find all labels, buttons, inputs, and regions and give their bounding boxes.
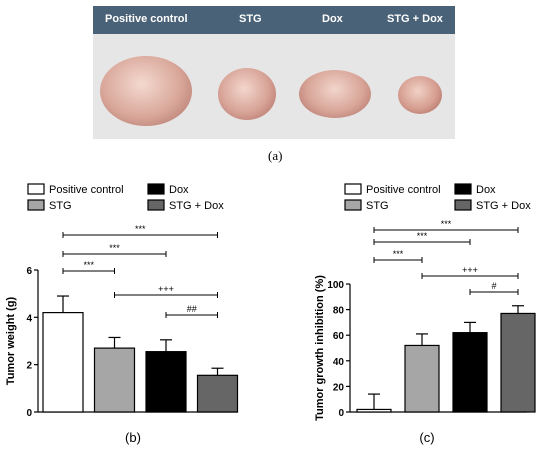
significance-label: *** [109,243,120,253]
tumor-sample-positive-control [100,56,192,126]
bar [145,351,187,413]
significance-label: *** [83,260,94,270]
bar [42,312,84,413]
photo-header-stg-dox: STG + Dox [387,13,443,25]
legend-swatch [454,183,472,195]
y-tick-label: 4 [26,313,32,324]
legend-swatch [27,183,45,195]
significance-label: +++ [462,265,478,275]
y-tick-label: 60 [333,331,345,342]
photo-header-strip: Positive control STG Dox STG + Dox [93,6,455,34]
tumor-weight-chart: Positive control Dox STG STG + Dox 0 2 4 6 Tumor… [5,183,239,445]
legend-label: STG + Dox [169,200,224,212]
legend-label: STG [366,200,389,212]
significance-label: *** [441,219,452,229]
bar [196,374,239,413]
legend-label: STG + Dox [476,200,531,212]
tumor-photo-panel: Positive control STG Dox STG + Dox [93,6,455,139]
y-tick-label: 100 [327,280,344,291]
bar [500,312,536,413]
legend-label: STG [49,200,72,212]
y-tick-label: 6 [26,266,32,277]
legend-label: Dox [476,184,496,196]
legend-label: Dox [169,184,189,196]
significance-label: ## [187,304,197,314]
legend-swatch [344,183,362,195]
bar [93,347,136,413]
y-axis-label: Tumor growth inhibition (%) [314,275,326,421]
legend-swatch [27,199,45,211]
panel-caption: (c) [419,430,434,445]
significance-label: # [491,281,496,291]
photo-header-stg: STG [239,13,262,25]
legend-label: Positive control [49,184,124,196]
panel-caption: (b) [125,430,141,445]
y-tick-label: 40 [333,357,345,368]
legend-swatch [147,199,165,211]
legend-label: Positive control [366,184,441,196]
significance-label: *** [393,249,404,259]
significance-label: *** [135,224,146,234]
bar [452,332,488,413]
tumor-sample-dox [299,70,371,118]
tumor-sample-stg-dox [398,76,442,114]
caption-a: (a) [268,148,283,163]
legend-swatch [147,183,165,195]
bar [356,408,392,413]
y-tick-label: 2 [26,361,32,372]
tumor-sample-stg [218,68,276,120]
photo-header-dox: Dox [322,13,343,25]
y-tick-label: 0 [26,408,32,419]
photo-header-positive-control: Positive control [105,13,188,25]
significance-label: *** [417,231,428,241]
bar [404,344,440,413]
y-tick-label: 0 [338,408,344,419]
y-tick-label: 80 [333,306,345,317]
y-axis-label: Tumor weight (g) [5,296,17,385]
tumor-growth-inhibition-chart: Positive control Dox STG STG + Dox 0 20 40 60 80… [314,183,536,445]
significance-label: +++ [158,284,174,294]
legend-swatch [344,199,362,211]
legend-swatch [454,199,472,211]
y-tick-label: 20 [333,382,345,393]
